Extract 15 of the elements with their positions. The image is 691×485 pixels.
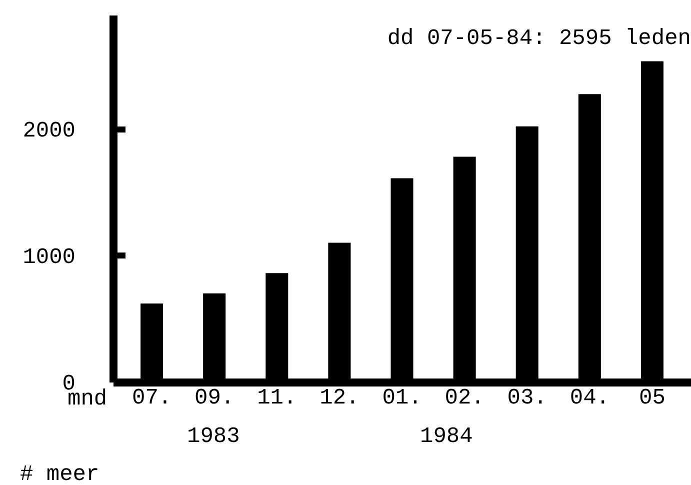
x-tick-label: 05: [639, 386, 666, 410]
text: 1983: [187, 424, 240, 449]
y-tick-label: 2000: [22, 118, 76, 144]
x-tick-label: 07.: [132, 386, 172, 410]
x-tick-label: 12.: [320, 386, 360, 410]
x-tick-label: 03.: [507, 386, 547, 410]
text: dd 07-05-84: 2595 leden: [387, 26, 691, 51]
text: 1984: [420, 424, 473, 449]
x-tick-label: 01.: [382, 386, 422, 410]
x-tick-label: 09.: [194, 386, 234, 410]
y-tick-label: 1000: [22, 244, 76, 270]
x-tick-label: 02.: [444, 386, 484, 410]
x-tick-label: 11.: [257, 386, 297, 410]
x-tick-label: 04.: [570, 386, 610, 410]
text: # meer: [20, 462, 100, 485]
